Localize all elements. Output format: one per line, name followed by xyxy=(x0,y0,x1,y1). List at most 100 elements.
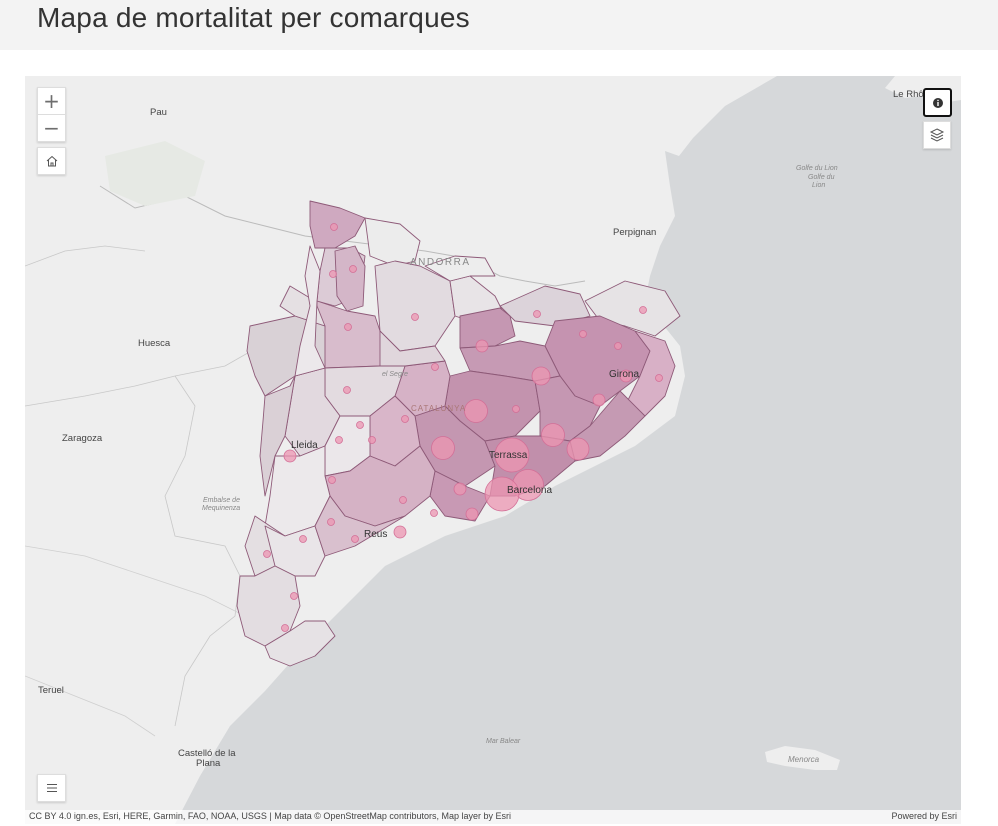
marker xyxy=(343,386,351,394)
map-view[interactable]: Pau Le Rhôn Golfe du Lion Golfe du Lion … xyxy=(25,76,961,824)
marker xyxy=(281,624,289,632)
marker xyxy=(401,415,409,423)
region xyxy=(459,307,516,349)
region xyxy=(334,245,366,312)
label-teruel: Teruel xyxy=(38,685,64,696)
label-castello-1: Castelló de la xyxy=(178,748,236,759)
label-zaragoza: Zaragoza xyxy=(62,433,103,444)
label-lleida: Lleida xyxy=(291,440,318,451)
info-icon xyxy=(932,97,943,108)
marker xyxy=(327,518,335,526)
layers-button[interactable] xyxy=(923,121,951,149)
marker xyxy=(335,436,343,444)
marker xyxy=(430,509,438,517)
region xyxy=(259,375,296,497)
border-line xyxy=(25,245,146,267)
marker xyxy=(494,437,530,473)
label-golfe: Golfe du Lion xyxy=(796,165,838,172)
page-header: Mapa de mortalitat per comarques xyxy=(0,0,998,50)
marker xyxy=(368,436,376,444)
marker xyxy=(579,330,587,338)
region xyxy=(294,245,326,377)
label-embalse-2: Mequinenza xyxy=(202,505,241,512)
marker xyxy=(465,507,479,521)
home-icon xyxy=(46,155,57,167)
marker xyxy=(453,482,467,496)
home-button[interactable] xyxy=(37,147,66,175)
marker xyxy=(356,421,364,429)
marker xyxy=(349,265,357,273)
label-mar-balear: Mar Balear xyxy=(486,738,521,745)
label-golfe-2: Golfe du xyxy=(808,174,835,181)
label-golfe-3: Lion xyxy=(812,182,826,189)
region xyxy=(314,495,406,557)
region xyxy=(264,620,336,667)
legend-button[interactable] xyxy=(37,774,66,802)
sea xyxy=(175,76,961,824)
region xyxy=(364,217,421,267)
label-huesca: Huesca xyxy=(138,338,171,349)
region xyxy=(499,285,591,327)
region xyxy=(424,255,496,282)
border-line xyxy=(164,375,241,727)
layers-icon xyxy=(929,128,945,142)
marker xyxy=(475,339,489,353)
border-line xyxy=(25,545,246,617)
catalonia-regions xyxy=(236,200,681,667)
marker xyxy=(566,437,590,461)
label-reus: Reus xyxy=(364,529,388,540)
marker xyxy=(393,525,407,539)
label-embalse-1: Embalse de xyxy=(203,497,240,504)
list-icon xyxy=(46,784,57,792)
marker xyxy=(283,449,297,463)
mortality-markers xyxy=(263,223,663,632)
marker xyxy=(329,270,337,278)
border-line xyxy=(99,185,586,287)
label-terrassa: Terrassa xyxy=(489,450,528,461)
zoom-in-button[interactable]: + xyxy=(43,89,60,113)
border-line xyxy=(25,345,261,407)
zoom-control: + − xyxy=(37,87,66,142)
marker xyxy=(431,436,455,460)
marker xyxy=(512,405,520,413)
page-title: Mapa de mortalitat per comarques xyxy=(37,2,470,33)
label-catalunya: CATALUNYA xyxy=(411,404,467,413)
marker xyxy=(290,592,298,600)
label-el-segre: el Segre xyxy=(382,371,409,378)
marker xyxy=(614,342,622,350)
label-menorca: Menorca xyxy=(788,755,820,764)
marker xyxy=(328,476,336,484)
label-perpignan: Perpignan xyxy=(613,227,657,238)
attribution-bar: CC BY 4.0 ign.es, Esri, HERE, Garmin, FA… xyxy=(25,810,961,824)
label-le-rhone: Le Rhôn xyxy=(893,89,929,100)
label-barcelona: Barcelona xyxy=(507,485,553,496)
zoom-out-button[interactable]: − xyxy=(38,114,65,141)
menorca-island xyxy=(765,746,840,770)
marker xyxy=(411,313,419,321)
powered-by-esri[interactable]: Powered by Esri xyxy=(891,811,957,821)
marker xyxy=(619,369,633,383)
green-area xyxy=(105,141,205,206)
region xyxy=(309,200,366,249)
marker xyxy=(351,535,359,543)
info-button[interactable] xyxy=(923,88,952,117)
region xyxy=(314,300,386,369)
marker xyxy=(639,306,647,314)
marker xyxy=(431,363,439,371)
marker xyxy=(263,550,271,558)
label-girona: Girona xyxy=(609,369,640,380)
marker xyxy=(533,310,541,318)
marker xyxy=(464,399,488,423)
marker xyxy=(299,535,307,543)
attribution-text[interactable]: CC BY 4.0 ign.es, Esri, HERE, Garmin, FA… xyxy=(29,811,511,821)
marker xyxy=(330,223,338,231)
label-castello-2: Plana xyxy=(196,758,221,769)
marker xyxy=(484,476,520,512)
basemap xyxy=(25,76,961,824)
marker xyxy=(655,374,663,382)
marker xyxy=(592,393,606,407)
border-line xyxy=(25,675,156,737)
marker xyxy=(399,496,407,504)
label-andorra: ANDORRA xyxy=(410,257,471,268)
marker xyxy=(344,323,352,331)
